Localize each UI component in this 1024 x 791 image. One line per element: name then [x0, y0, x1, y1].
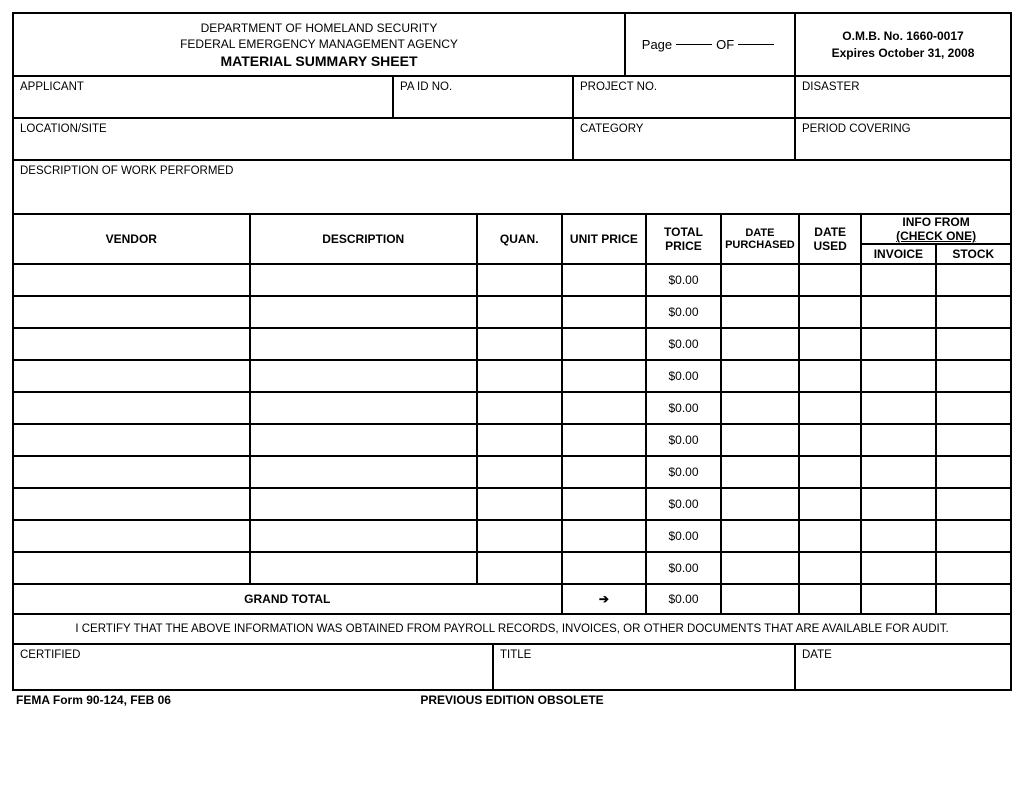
- of-label: OF: [716, 37, 734, 52]
- check-one-label: (CHECK ONE): [896, 229, 976, 243]
- page-cell: Page OF: [626, 14, 796, 75]
- cert-statement: I CERTIFY THAT THE ABOVE INFORMATION WAS…: [14, 615, 1010, 645]
- omb-no: O.M.B. No. 1660-0017: [802, 28, 1004, 45]
- col-quan: QUAN.: [477, 215, 562, 264]
- desc-work-field[interactable]: DESCRIPTION OF WORK PERFORMED: [14, 161, 1010, 215]
- total-price-cell: $0.00: [646, 552, 720, 584]
- col-info-from: INFO FROM (CHECK ONE): [861, 215, 1010, 244]
- total-price-cell: $0.00: [646, 264, 720, 296]
- table-row: $0.00: [14, 520, 1010, 552]
- disaster-field[interactable]: DISASTER: [796, 77, 1010, 117]
- col-stock: STOCK: [936, 244, 1010, 264]
- table-row: $0.00: [14, 456, 1010, 488]
- form-title: MATERIAL SUMMARY SHEET: [14, 52, 624, 71]
- form-container: DEPARTMENT OF HOMELAND SECURITY FEDERAL …: [12, 12, 1012, 691]
- date-field[interactable]: DATE: [796, 645, 1010, 689]
- table-row: $0.00: [14, 296, 1010, 328]
- page-label: Page: [642, 37, 672, 52]
- table-row: $0.00: [14, 392, 1010, 424]
- total-price-cell: $0.00: [646, 328, 720, 360]
- applicant-field[interactable]: APPLICANT: [14, 77, 394, 117]
- agency-line: FEDERAL EMERGENCY MANAGEMENT AGENCY: [14, 36, 624, 52]
- title-field[interactable]: TITLE: [494, 645, 796, 689]
- table-row: $0.00: [14, 552, 1010, 584]
- material-table: VENDOR DESCRIPTION QUAN. UNIT PRICE TOTA…: [14, 215, 1010, 615]
- period-field[interactable]: PERIOD COVERING: [796, 119, 1010, 159]
- info-from-label: INFO FROM: [902, 215, 969, 229]
- total-price-cell: $0.00: [646, 520, 720, 552]
- total-price-cell: $0.00: [646, 424, 720, 456]
- of-blank[interactable]: [738, 44, 774, 45]
- cert-row: CERTIFIED TITLE DATE: [14, 645, 1010, 689]
- header-row: DEPARTMENT OF HOMELAND SECURITY FEDERAL …: [14, 14, 1010, 77]
- col-date-used: DATE USED: [799, 215, 861, 264]
- total-price-cell: $0.00: [646, 392, 720, 424]
- location-field[interactable]: LOCATION/SITE: [14, 119, 574, 159]
- table-row: $0.00: [14, 328, 1010, 360]
- col-total-price: TOTAL PRICE: [646, 215, 720, 264]
- table-body: $0.00 $0.00 $0.00 $0.00 $0.00 $0.00 $0.0…: [14, 264, 1010, 614]
- col-vendor: VENDOR: [14, 215, 250, 264]
- table-row: $0.00: [14, 360, 1010, 392]
- grand-total-row: GRAND TOTAL ➔ $0.00: [14, 584, 1010, 614]
- arrow-right-icon: ➔: [562, 584, 647, 614]
- table-row: $0.00: [14, 424, 1010, 456]
- total-price-cell: $0.00: [646, 488, 720, 520]
- footer: FEMA Form 90-124, FEB 06 PREVIOUS EDITIO…: [12, 691, 1012, 707]
- page-blank[interactable]: [676, 44, 712, 45]
- project-field[interactable]: PROJECT NO.: [574, 77, 796, 117]
- omb-expires: Expires October 31, 2008: [802, 45, 1004, 62]
- form-number: FEMA Form 90-124, FEB 06: [16, 693, 171, 707]
- col-date-purchased: DATE PURCHASED: [721, 215, 800, 264]
- omb-cell: O.M.B. No. 1660-0017 Expires October 31,…: [796, 14, 1010, 75]
- col-invoice: INVOICE: [861, 244, 935, 264]
- col-unit-price: UNIT PRICE: [562, 215, 647, 264]
- total-price-cell: $0.00: [646, 296, 720, 328]
- applicant-row: APPLICANT PA ID NO. PROJECT NO. DISASTER: [14, 77, 1010, 119]
- grand-total-value: $0.00: [646, 584, 720, 614]
- table-row: $0.00: [14, 488, 1010, 520]
- grand-total-label: GRAND TOTAL: [14, 584, 562, 614]
- total-price-cell: $0.00: [646, 456, 720, 488]
- certified-field[interactable]: CERTIFIED: [14, 645, 494, 689]
- total-price-cell: $0.00: [646, 360, 720, 392]
- location-row: LOCATION/SITE CATEGORY PERIOD COVERING: [14, 119, 1010, 161]
- paid-field[interactable]: PA ID NO.: [394, 77, 574, 117]
- obsolete-notice: PREVIOUS EDITION OBSOLETE: [420, 693, 603, 707]
- header-titles: DEPARTMENT OF HOMELAND SECURITY FEDERAL …: [14, 14, 626, 75]
- category-field[interactable]: CATEGORY: [574, 119, 796, 159]
- dept-line: DEPARTMENT OF HOMELAND SECURITY: [14, 20, 624, 36]
- table-row: $0.00: [14, 264, 1010, 296]
- col-description: DESCRIPTION: [250, 215, 477, 264]
